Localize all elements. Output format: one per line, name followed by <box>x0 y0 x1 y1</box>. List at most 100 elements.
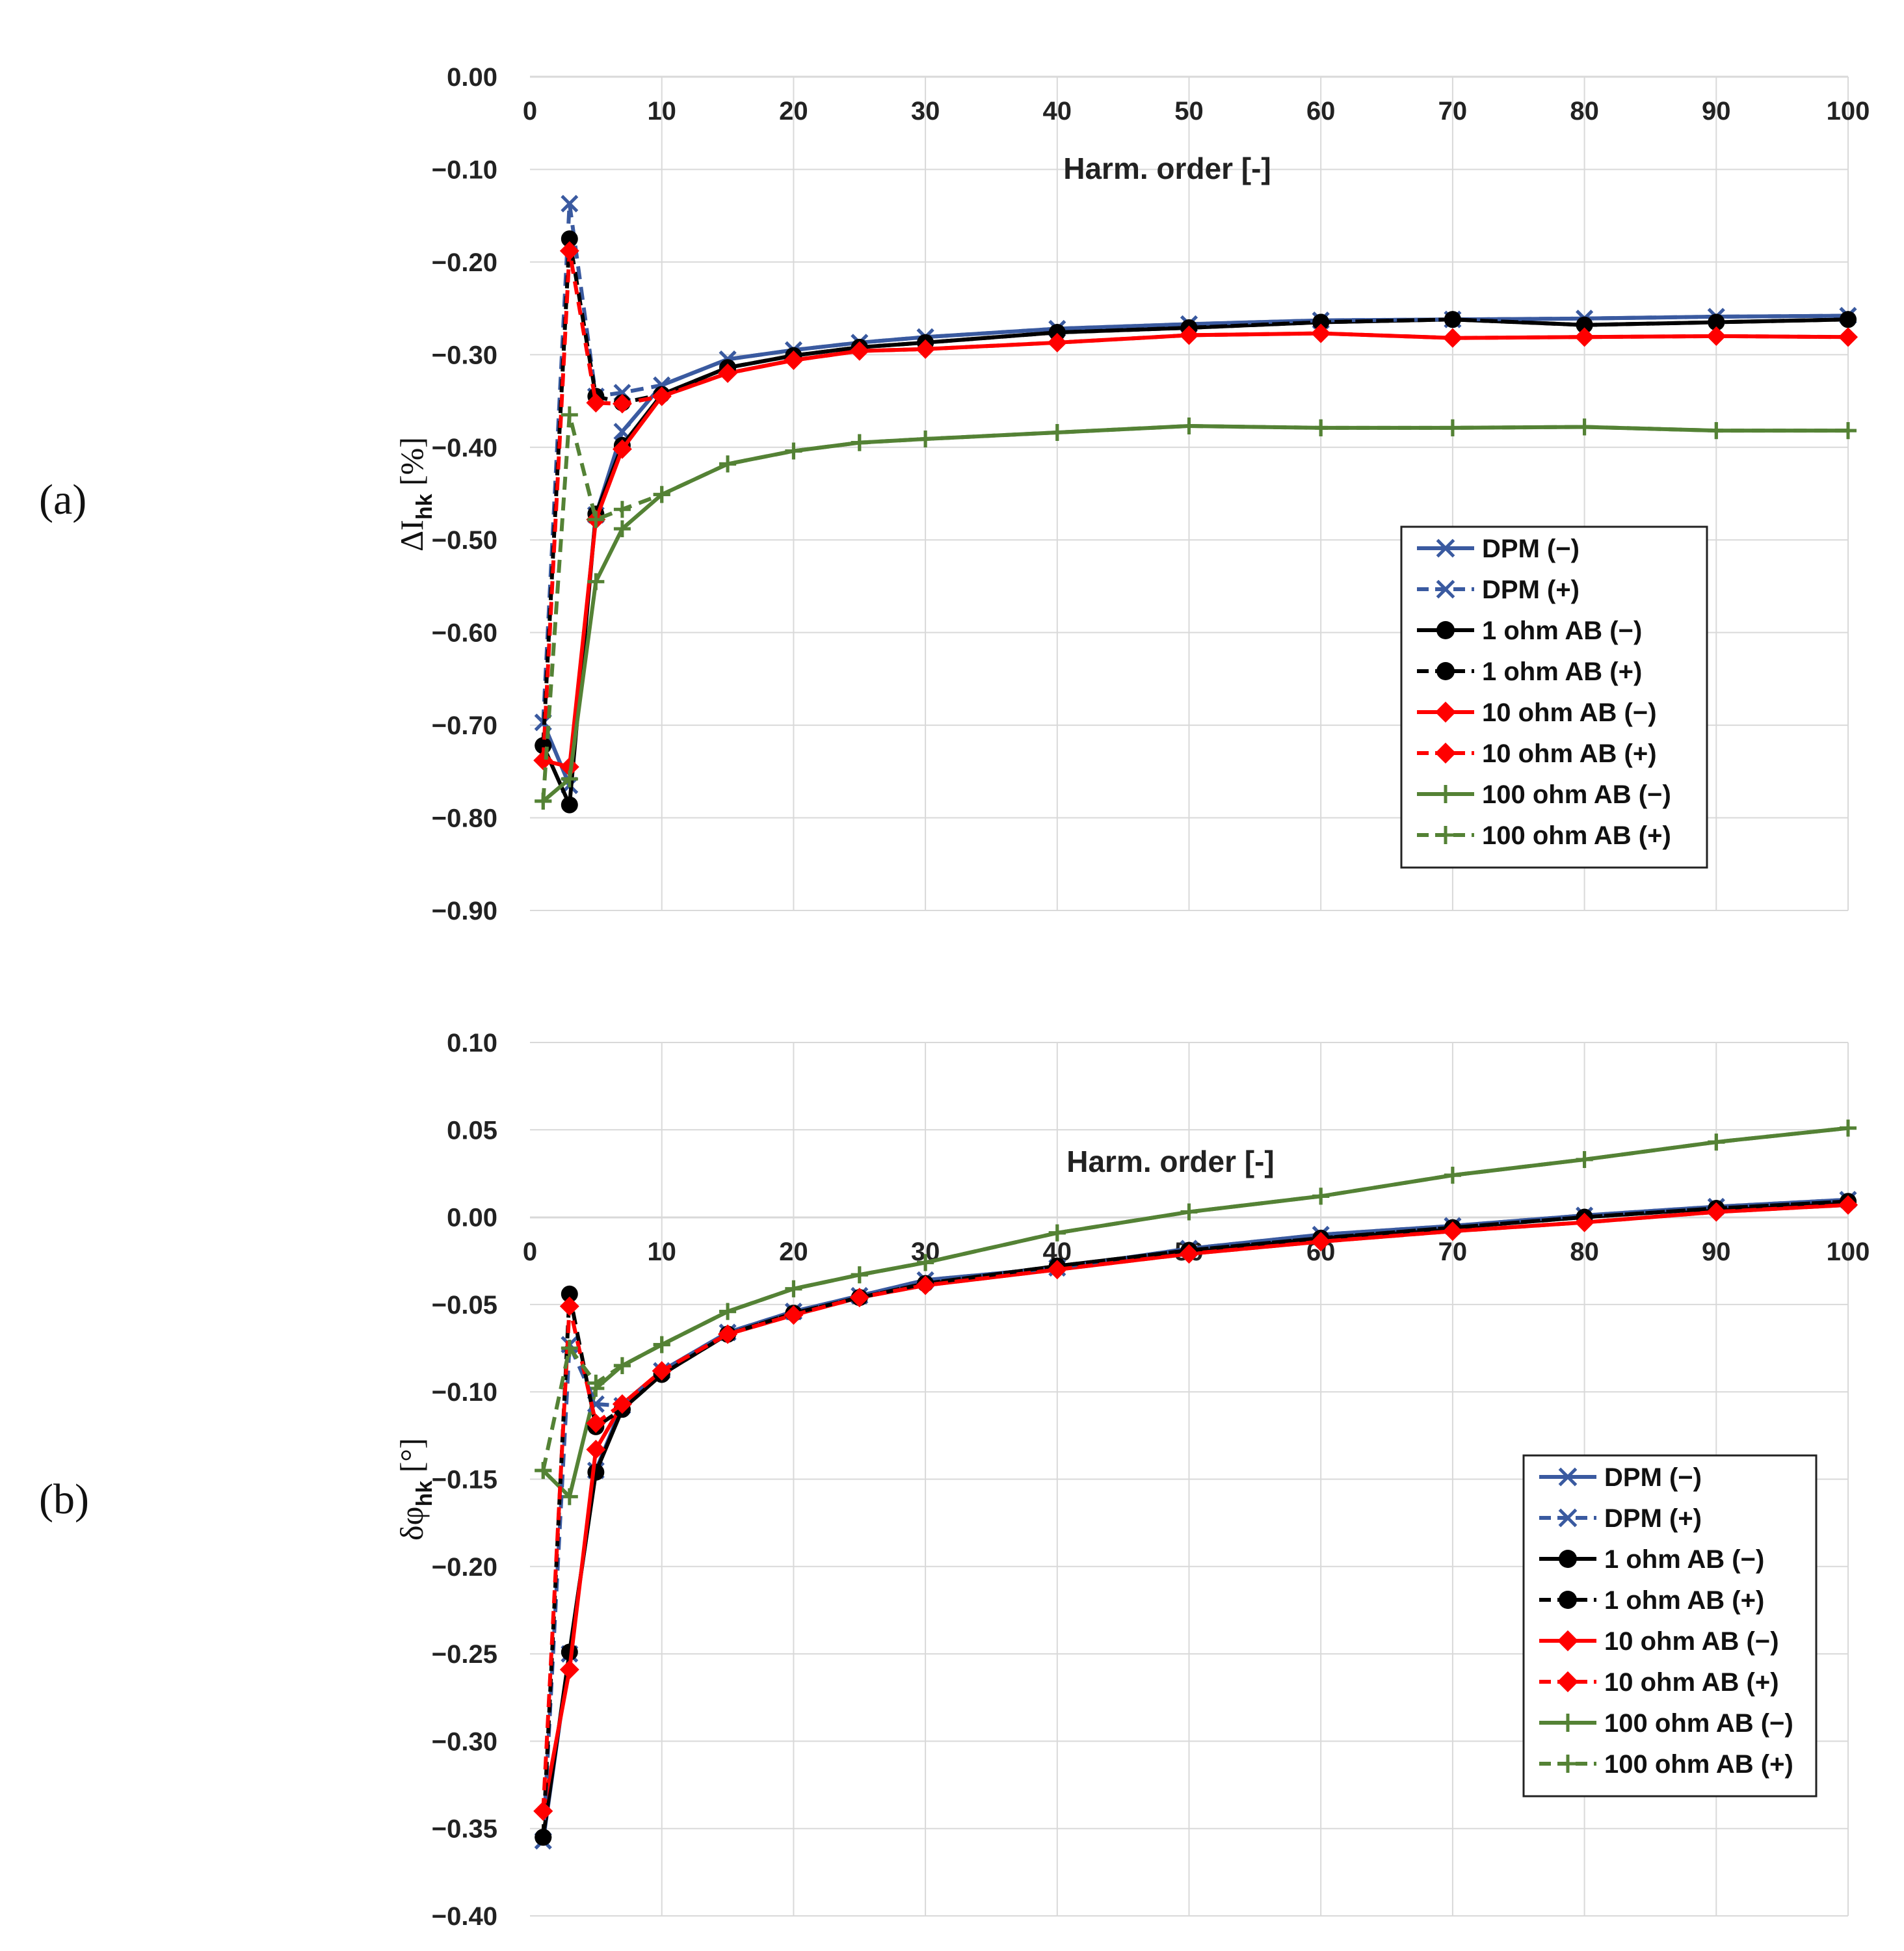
marker-plus <box>1576 1150 1593 1168</box>
marker-diamond <box>916 339 936 359</box>
y-tick-label: −0.30 <box>432 341 497 369</box>
marker-diamond <box>1838 327 1858 347</box>
marker-plus <box>1708 1134 1725 1151</box>
y-axis-title: δφhk [°] <box>393 1438 437 1541</box>
y-tick-label: −0.30 <box>432 1727 497 1756</box>
marker-plus <box>1180 1203 1198 1221</box>
marker-x <box>1558 1508 1578 1528</box>
series-line <box>542 424 1848 803</box>
marker-plus <box>561 1488 578 1506</box>
legend-entry-label: 10 ohm AB (+) <box>1482 739 1657 768</box>
marker-plus <box>851 434 868 451</box>
marker-plus <box>653 486 670 503</box>
marker-plus <box>1048 1224 1066 1241</box>
y-tick-label: 0.10 <box>447 1029 497 1057</box>
marker-plus <box>561 770 578 788</box>
marker-diamond <box>612 1394 632 1414</box>
legend-entry-label: DPM (+) <box>1604 1504 1702 1533</box>
y-tick-label: −0.90 <box>432 897 497 925</box>
y-tick-label: −0.40 <box>432 1902 497 1931</box>
marker-circle <box>1312 313 1330 331</box>
marker-diamond <box>1557 1630 1579 1652</box>
marker-diamond <box>612 393 632 414</box>
marker-diamond <box>1838 1195 1858 1215</box>
marker-diamond <box>652 1361 672 1381</box>
marker-plus <box>587 1374 605 1392</box>
y-tick-label: −0.10 <box>432 1378 497 1407</box>
y-axis-title-subscript: hk <box>412 1481 437 1507</box>
legend: DPM (−) DPM (+) 1 ohm AB (−) 1 ohm AB (+) 10… <box>1400 525 1708 869</box>
marker-diamond <box>559 241 579 261</box>
marker-plus <box>1436 785 1455 803</box>
marker-diamond <box>1047 1260 1067 1280</box>
marker-plus <box>917 1254 934 1271</box>
marker-circle <box>1840 311 1857 328</box>
marker-circle <box>1708 313 1725 331</box>
marker-plus <box>613 1357 631 1374</box>
marker-plus <box>1576 418 1593 436</box>
chart-panel-a: 0.00 −0.10 −0.20 −0.30 −0.40 −0.50 −0.60 −0.70 −… <box>39 63 1870 925</box>
marker-diamond <box>849 1288 869 1308</box>
marker-plus <box>1180 418 1198 435</box>
x-axis-title: Harm. order [-] <box>1063 152 1271 185</box>
marker-diamond <box>1574 1212 1594 1232</box>
marker-diamond <box>916 1275 936 1295</box>
marker-diamond <box>1574 327 1594 347</box>
x-tick-label: 30 <box>911 97 940 126</box>
panel-label: (a) <box>39 476 86 524</box>
marker-circle <box>587 1463 605 1481</box>
series-line <box>542 1126 1849 1499</box>
y-tick-label: −0.20 <box>432 1553 497 1582</box>
marker-circle <box>1559 1550 1577 1568</box>
legend-entry-label: DPM (−) <box>1604 1463 1702 1492</box>
marker-diamond <box>1179 1244 1199 1264</box>
y-tick-label: −0.25 <box>432 1640 497 1669</box>
marker-diamond <box>586 1439 606 1459</box>
marker-plus <box>587 511 605 528</box>
marker-plus <box>1840 422 1857 440</box>
y-axis-title: ΔIhk [%] <box>393 437 437 551</box>
series-line <box>541 1202 1849 1811</box>
series-10-ohm-ab-dashed <box>533 1195 1858 1821</box>
legend-entry-label: DPM (+) <box>1482 576 1580 604</box>
x-tick-label: 100 <box>1827 97 1870 126</box>
x-tick-label: 90 <box>1702 97 1731 126</box>
legend-entry-label: 100 ohm AB (+) <box>1482 821 1671 850</box>
marker-diamond <box>652 386 672 406</box>
marker-plus <box>1559 1755 1577 1773</box>
marker-plus <box>1436 826 1455 844</box>
marker-diamond <box>559 1296 579 1316</box>
marker-diamond <box>784 350 804 370</box>
series-line <box>541 248 1849 761</box>
marker-plus <box>613 520 631 538</box>
legend-entry-label: 1 ohm AB (+) <box>1482 657 1642 686</box>
y-axis-title-subscript: hk <box>412 494 437 520</box>
legend: DPM (−) DPM (+) 1 ohm AB (−) 1 ohm AB (+) 10… <box>1522 1454 1818 1798</box>
series-line <box>541 1199 1849 1838</box>
y-axis-title-main: δφ <box>393 1507 430 1541</box>
x-tick-label: 100 <box>1827 1238 1870 1266</box>
marker-x <box>1436 538 1455 558</box>
marker-plus <box>1312 1188 1330 1205</box>
marker-diamond <box>1435 701 1457 723</box>
marker-plus <box>917 430 934 447</box>
x-tick-label: 80 <box>1570 1238 1599 1266</box>
marker-diamond <box>718 363 737 383</box>
marker-diamond <box>1706 1202 1726 1222</box>
marker-plus <box>1840 1119 1857 1137</box>
y-tick-label: −0.35 <box>432 1815 497 1844</box>
x-tick-label: 10 <box>647 97 676 126</box>
y-tick-label: −0.60 <box>432 619 497 648</box>
legend-entry-label: 1 ohm AB (+) <box>1604 1586 1764 1615</box>
y-tick-label: 0.05 <box>447 1116 497 1145</box>
series-line <box>541 1126 1849 1471</box>
marker-diamond <box>1311 323 1331 343</box>
legend-entry-label: 10 ohm AB (−) <box>1604 1627 1779 1656</box>
series-line <box>541 412 1848 802</box>
marker-plus <box>1312 419 1330 436</box>
marker-diamond <box>784 1305 804 1325</box>
legend-entry-label: DPM (−) <box>1482 535 1580 563</box>
y-axis-title-unit: [%] <box>393 437 430 494</box>
marker-circle <box>1048 324 1066 341</box>
x-tick-label: 90 <box>1702 1238 1731 1266</box>
